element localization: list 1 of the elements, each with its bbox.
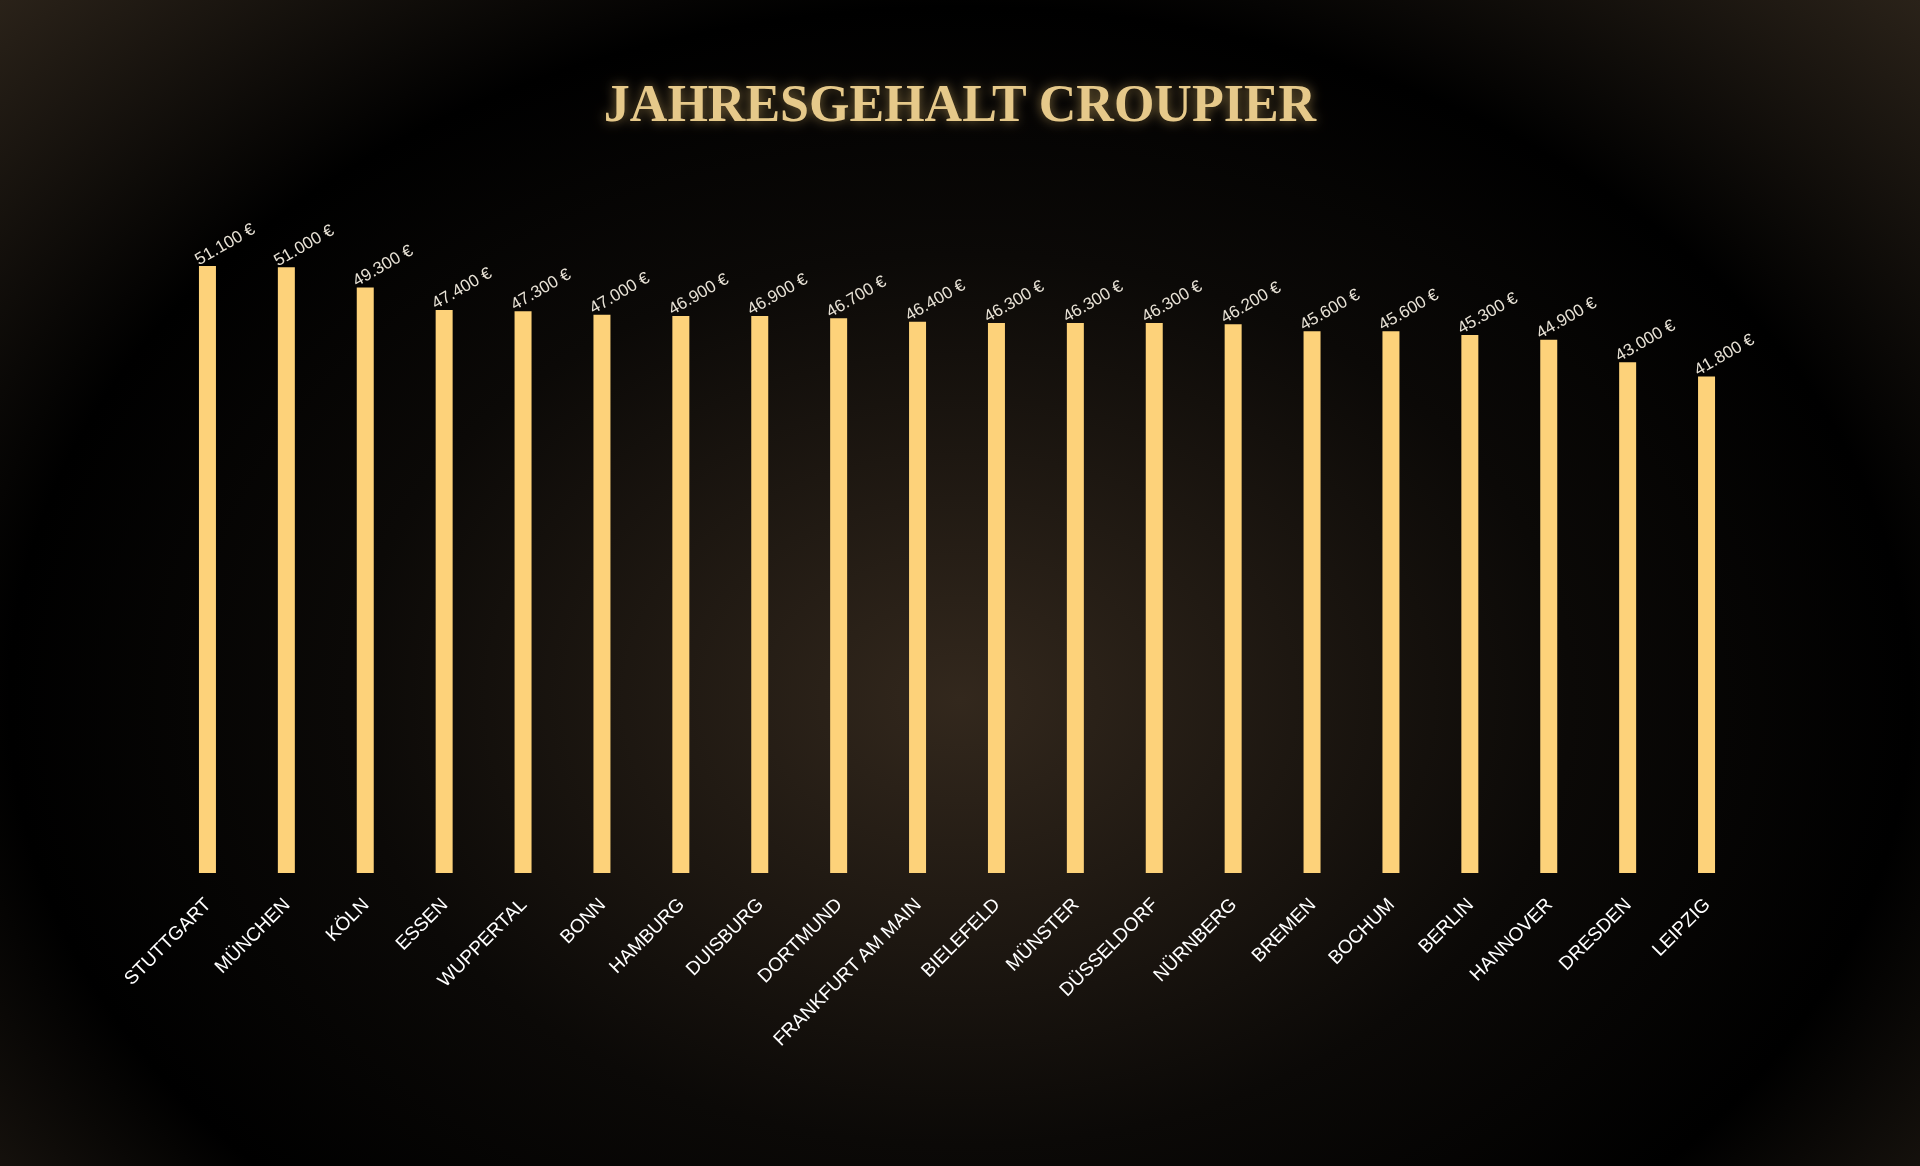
chart-title: JAHRESGEHALT CROUPIER bbox=[603, 74, 1318, 132]
